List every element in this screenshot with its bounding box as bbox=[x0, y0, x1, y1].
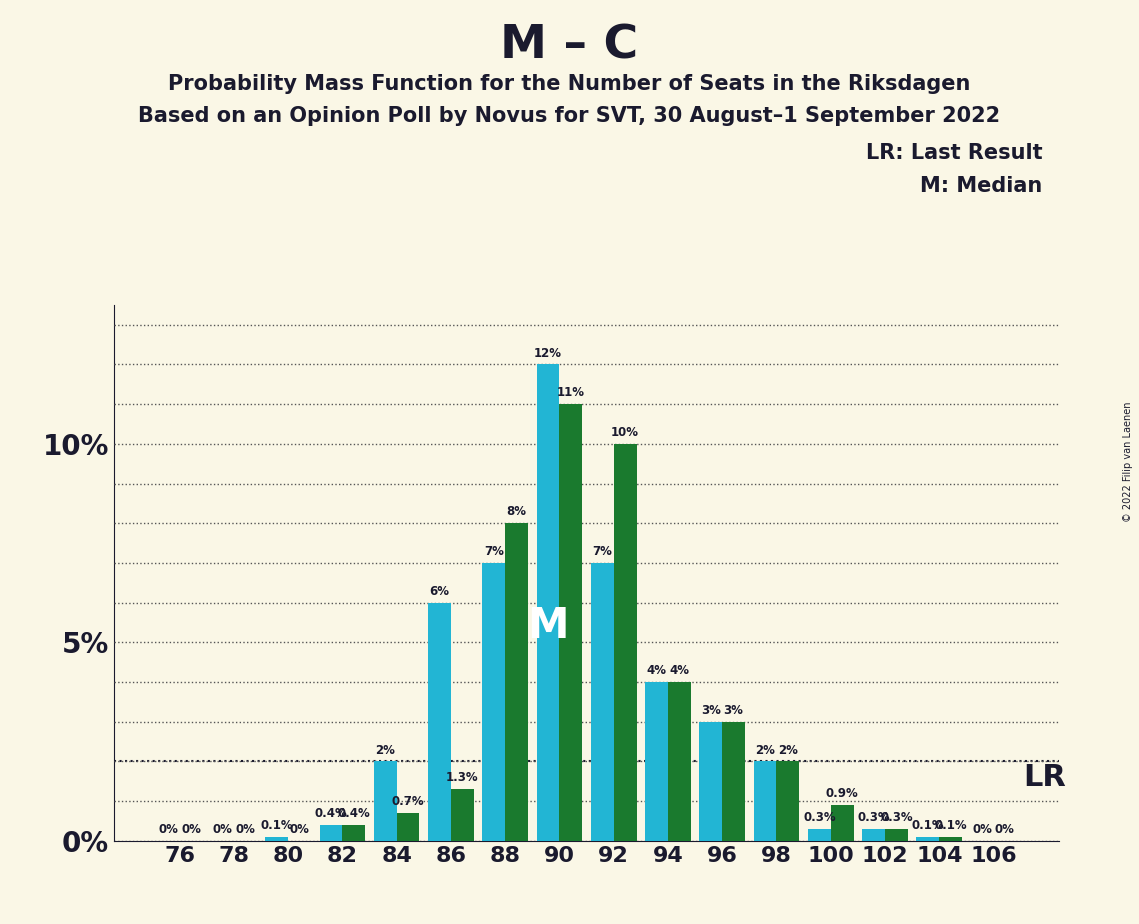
Text: 8%: 8% bbox=[507, 505, 526, 518]
Text: 0%: 0% bbox=[181, 823, 200, 836]
Text: 0.1%: 0.1% bbox=[261, 819, 293, 833]
Bar bbox=[483, 563, 506, 841]
Bar bbox=[667, 682, 690, 841]
Text: 3%: 3% bbox=[723, 704, 744, 717]
Text: LR: LR bbox=[1023, 763, 1066, 793]
Text: 3%: 3% bbox=[700, 704, 721, 717]
Text: 12%: 12% bbox=[534, 346, 562, 359]
Text: 0.7%: 0.7% bbox=[392, 796, 425, 808]
Bar bbox=[536, 364, 559, 841]
Text: 0.1%: 0.1% bbox=[911, 819, 944, 833]
Bar bbox=[940, 837, 962, 841]
Bar bbox=[614, 444, 637, 841]
Text: 0.9%: 0.9% bbox=[826, 787, 859, 800]
Text: 0%: 0% bbox=[995, 823, 1015, 836]
Text: 7%: 7% bbox=[592, 545, 613, 558]
Text: 0%: 0% bbox=[289, 823, 310, 836]
Text: 0%: 0% bbox=[158, 823, 178, 836]
Text: 4%: 4% bbox=[670, 664, 689, 677]
Text: 0.3%: 0.3% bbox=[880, 811, 912, 824]
Bar bbox=[777, 761, 800, 841]
Text: 4%: 4% bbox=[647, 664, 666, 677]
Text: 7%: 7% bbox=[484, 545, 503, 558]
Text: M: M bbox=[527, 605, 568, 648]
Bar bbox=[808, 829, 830, 841]
Text: Probability Mass Function for the Number of Seats in the Riksdagen: Probability Mass Function for the Number… bbox=[169, 74, 970, 94]
Bar bbox=[722, 722, 745, 841]
Text: 2%: 2% bbox=[778, 744, 797, 757]
Bar bbox=[645, 682, 667, 841]
Text: 0.3%: 0.3% bbox=[858, 811, 890, 824]
Text: 0%: 0% bbox=[973, 823, 992, 836]
Bar bbox=[917, 837, 940, 841]
Text: 1.3%: 1.3% bbox=[446, 772, 478, 784]
Bar bbox=[428, 602, 451, 841]
Text: 6%: 6% bbox=[429, 585, 450, 598]
Text: 0%: 0% bbox=[236, 823, 255, 836]
Text: 0.4%: 0.4% bbox=[314, 808, 347, 821]
Text: 11%: 11% bbox=[557, 386, 584, 399]
Bar bbox=[699, 722, 722, 841]
Bar bbox=[559, 404, 582, 841]
Bar bbox=[320, 825, 343, 841]
Text: © 2022 Filip van Laenen: © 2022 Filip van Laenen bbox=[1123, 402, 1132, 522]
Text: 2%: 2% bbox=[755, 744, 775, 757]
Bar bbox=[374, 761, 396, 841]
Text: 0.3%: 0.3% bbox=[803, 811, 836, 824]
Bar bbox=[754, 761, 777, 841]
Text: LR: Last Result: LR: Last Result bbox=[866, 143, 1042, 164]
Text: 2%: 2% bbox=[376, 744, 395, 757]
Bar bbox=[885, 829, 908, 841]
Bar bbox=[591, 563, 614, 841]
Bar bbox=[862, 829, 885, 841]
Text: 10%: 10% bbox=[612, 426, 639, 439]
Bar bbox=[265, 837, 288, 841]
Bar bbox=[830, 805, 853, 841]
Text: 0%: 0% bbox=[213, 823, 232, 836]
Bar bbox=[451, 789, 474, 841]
Bar bbox=[506, 523, 528, 841]
Text: Based on an Opinion Poll by Novus for SVT, 30 August–1 September 2022: Based on an Opinion Poll by Novus for SV… bbox=[139, 106, 1000, 127]
Text: M: Median: M: Median bbox=[920, 176, 1042, 196]
Text: 0.1%: 0.1% bbox=[934, 819, 967, 833]
Bar bbox=[396, 813, 419, 841]
Text: 0.4%: 0.4% bbox=[337, 808, 370, 821]
Text: M – C: M – C bbox=[500, 23, 639, 68]
Bar bbox=[343, 825, 366, 841]
